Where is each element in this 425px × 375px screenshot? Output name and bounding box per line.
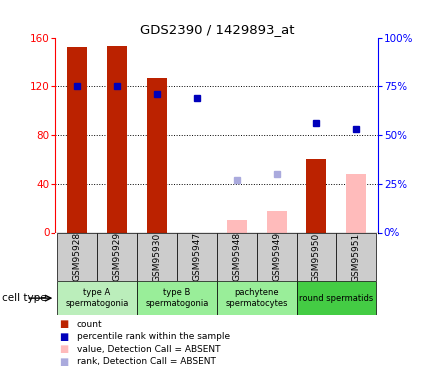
Text: ■: ■ — [60, 357, 69, 366]
Text: ■: ■ — [60, 332, 69, 342]
Bar — [57, 281, 137, 315]
Bar — [137, 232, 177, 281]
Text: GSM95951: GSM95951 — [352, 232, 361, 282]
Title: GDS2390 / 1429893_at: GDS2390 / 1429893_at — [139, 23, 294, 36]
Text: GSM95929: GSM95929 — [113, 232, 122, 281]
Text: type B
spermatogonia: type B spermatogonia — [145, 288, 209, 308]
Bar — [57, 232, 97, 281]
Text: GSM95947: GSM95947 — [192, 232, 201, 281]
Bar — [297, 232, 336, 281]
Bar — [217, 232, 257, 281]
Bar — [336, 232, 376, 281]
Bar — [217, 281, 297, 315]
Text: ■: ■ — [60, 344, 69, 354]
Bar — [227, 220, 246, 232]
Text: rank, Detection Call = ABSENT: rank, Detection Call = ABSENT — [76, 357, 215, 366]
Bar — [177, 232, 217, 281]
Bar — [306, 159, 326, 232]
Bar — [147, 78, 167, 232]
Bar — [346, 174, 366, 232]
Bar — [257, 232, 297, 281]
Text: GSM95930: GSM95930 — [153, 232, 162, 282]
Text: GSM95950: GSM95950 — [312, 232, 321, 282]
Text: percentile rank within the sample: percentile rank within the sample — [76, 332, 230, 341]
Text: count: count — [76, 320, 102, 329]
Text: value, Detection Call = ABSENT: value, Detection Call = ABSENT — [76, 345, 220, 354]
Bar — [137, 281, 217, 315]
Text: pachytene
spermatocytes: pachytene spermatocytes — [225, 288, 288, 308]
Bar — [67, 47, 87, 232]
Bar — [266, 211, 286, 232]
Text: GSM95948: GSM95948 — [232, 232, 241, 281]
Text: GSM95928: GSM95928 — [73, 232, 82, 281]
Bar — [107, 46, 127, 232]
Bar — [297, 281, 376, 315]
Text: type A
spermatogonia: type A spermatogonia — [65, 288, 129, 308]
Bar — [97, 232, 137, 281]
Text: GSM95949: GSM95949 — [272, 232, 281, 281]
Text: round spermatids: round spermatids — [299, 294, 374, 303]
Text: cell type: cell type — [2, 293, 47, 303]
Text: ■: ■ — [60, 320, 69, 329]
